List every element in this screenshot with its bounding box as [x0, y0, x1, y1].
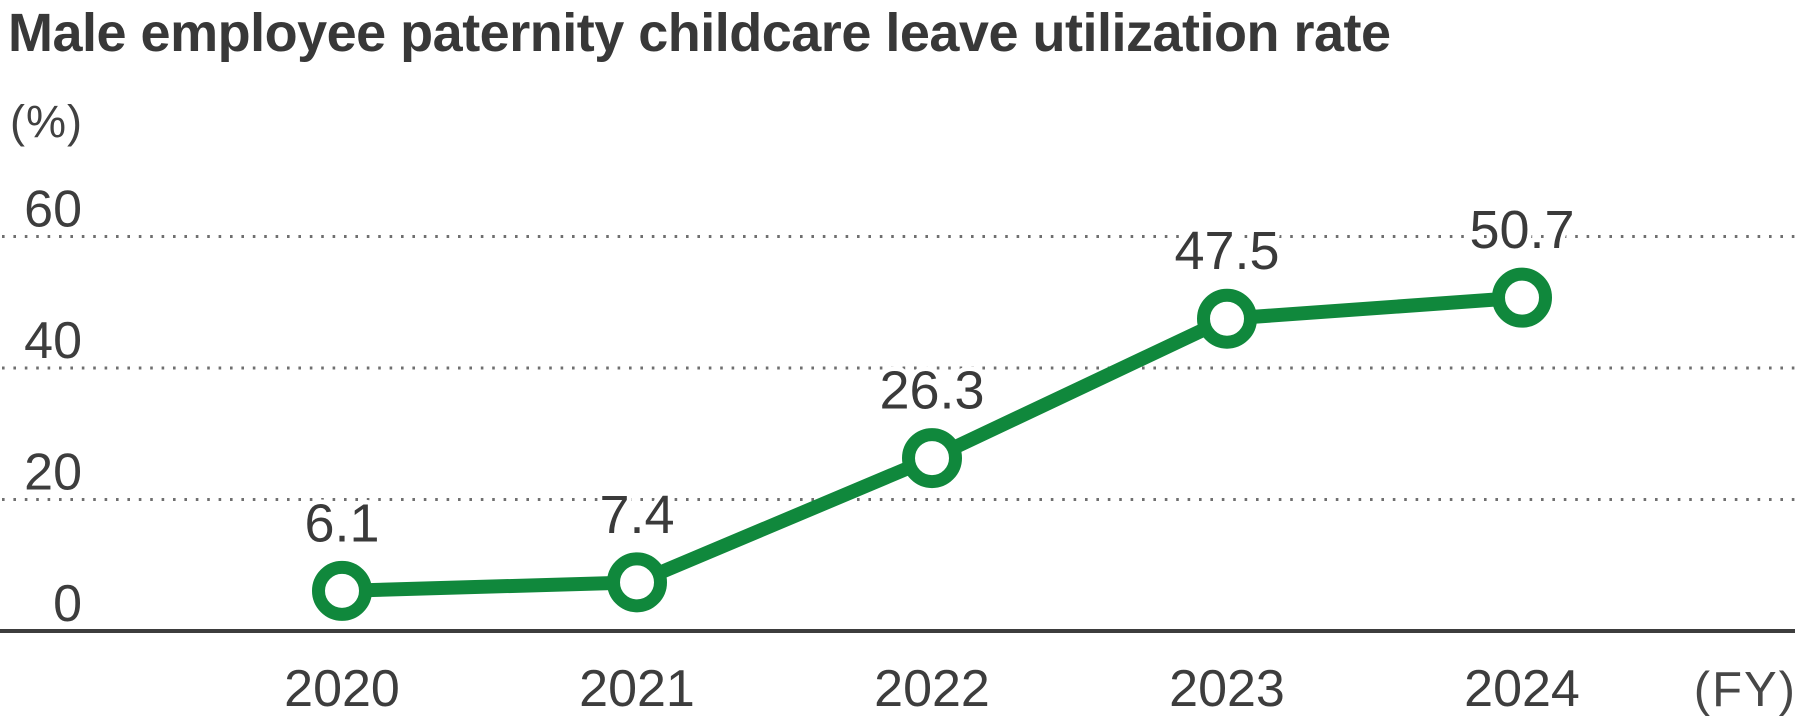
x-tick-label-2021: 2021 [579, 660, 695, 718]
value-label-2020: 6.1 [304, 493, 379, 553]
data-point-marker-2020 [312, 560, 372, 621]
x-tick-label-2024: 2024 [1464, 660, 1580, 718]
x-axis-unit-label: (FY) [1694, 663, 1797, 717]
chart-title: Male employee paternity childcare leave … [8, 3, 1391, 63]
y-tick-label-60: 60 [24, 181, 82, 239]
data-point-marker-2024 [1492, 267, 1552, 328]
data-point-marker-2022 [902, 428, 962, 489]
data-point-marker-2023 [1197, 288, 1257, 349]
x-tick-label-2023: 2023 [1169, 660, 1285, 718]
data-point-marker-2021 [607, 552, 667, 613]
value-label-2024: 50.7 [1469, 200, 1574, 260]
y-tick-label-40: 40 [24, 312, 82, 370]
x-tick-label-2020: 2020 [284, 660, 400, 718]
x-tick-label-2022: 2022 [874, 660, 990, 718]
y-axis-unit-label: (%) [10, 96, 83, 147]
value-label-2023: 47.5 [1174, 221, 1279, 281]
value-label-2021: 7.4 [599, 485, 674, 545]
y-tick-label-0: 0 [53, 575, 82, 633]
value-label-2022: 26.3 [879, 361, 984, 421]
y-tick-label-20: 20 [24, 444, 82, 502]
